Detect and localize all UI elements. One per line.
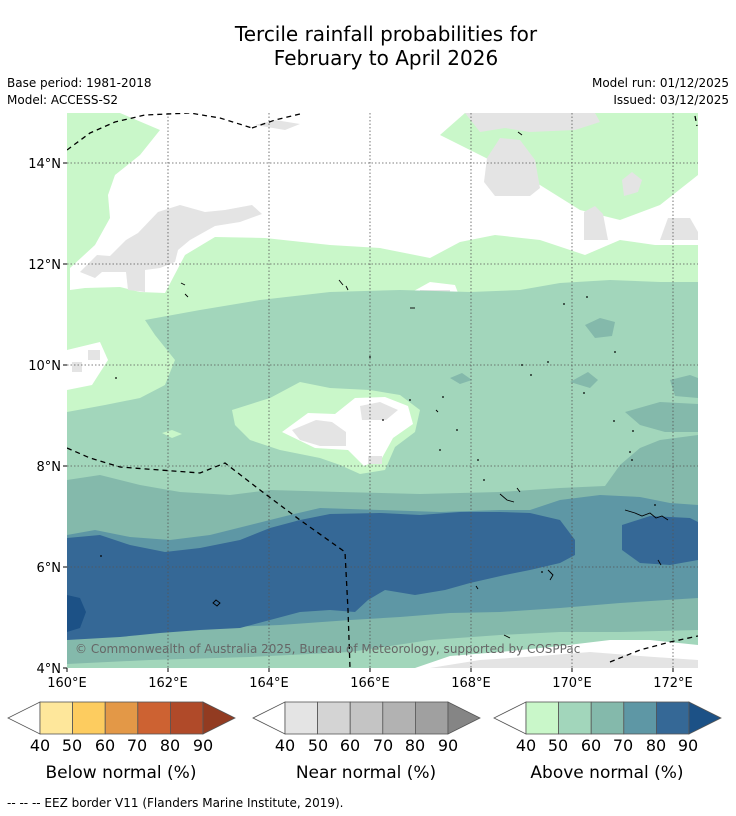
island-dots [100, 296, 656, 573]
cb-tick-label: 90 [438, 736, 458, 755]
cb-tick-label: 90 [678, 736, 698, 755]
cb-tick-label: 80 [646, 736, 666, 755]
above-normal-swatch [590, 701, 625, 735]
title-line-1: Tercile rainfall probabilities for [234, 22, 538, 46]
above-60-70-region [670, 375, 698, 398]
cb-tick-label: 40 [275, 736, 295, 755]
cb-tick-label: 80 [160, 736, 180, 755]
near-normal-swatch [382, 701, 416, 735]
lat-label: 14°N [28, 157, 61, 172]
copyright-text: © Commonwealth of Australia 2025, Bureau… [75, 642, 580, 656]
cb-tick-label: 70 [127, 736, 147, 755]
above-normal-colorbar [493, 701, 722, 735]
cb-tick-label: 50 [308, 736, 328, 755]
meta-left: Base period: 1981-2018 Model: ACCESS-S2 [7, 75, 152, 109]
model-run: Model run: 01/12/2025 [591, 76, 729, 90]
cb-tick-label: 60 [581, 736, 601, 755]
meta-right: Model run: 01/12/2025 Issued: 03/12/2025 [592, 75, 729, 109]
above-60-70-region [450, 373, 472, 384]
above-normal-swatch [558, 701, 592, 735]
cb-tick-label: 60 [340, 736, 360, 755]
cb-tick-label: 40 [30, 736, 50, 755]
cb-tick-label: 70 [373, 736, 393, 755]
below-normal-swatch [137, 701, 171, 735]
lon-label: 160°E [47, 676, 87, 691]
below-normal-label: Below normal (%) [46, 763, 197, 783]
below-normal-swatch [169, 701, 204, 735]
near-normal-colorbar [252, 701, 481, 735]
below-normal-over-triangle [202, 701, 236, 735]
near-normal-label: Near normal (%) [296, 763, 436, 783]
above-normal-swatch [525, 701, 559, 735]
below-normal-colorbar [7, 701, 236, 735]
near-normal-swatch [284, 701, 318, 735]
lat-label: 8°N [37, 460, 62, 475]
lat-label: 4°N [37, 662, 62, 677]
above-normal-label: Above normal (%) [530, 763, 683, 783]
cb-tick-label: 50 [62, 736, 82, 755]
above-tick-labels: 40 50 60 70 80 90 [516, 736, 698, 755]
near-normal-over-triangle [447, 701, 481, 735]
near-tick-labels: 40 50 60 70 80 90 [275, 736, 458, 755]
above-normal-under-triangle [493, 701, 527, 735]
above-normal-swatch [623, 701, 657, 735]
near-normal-swatch [414, 701, 449, 735]
cb-tick-label: 40 [516, 736, 536, 755]
above-60-70-region [570, 372, 598, 388]
map-plot-area [67, 113, 698, 668]
cb-tick-label: 90 [193, 736, 213, 755]
above-60-70-region [585, 318, 615, 338]
islands [180, 131, 669, 639]
lat-label: 6°N [37, 561, 62, 576]
near-normal-under-triangle [252, 701, 286, 735]
below-normal-swatch [104, 701, 139, 735]
no-dominant-region [70, 113, 698, 293]
below-normal-swatch [72, 701, 106, 735]
title-line-2: February to April 2026 [273, 46, 499, 70]
cb-tick-label: 50 [548, 736, 568, 755]
lat-label: 10°N [28, 359, 61, 374]
near-normal-swatch [349, 701, 384, 735]
map-gridlines [67, 113, 698, 668]
axis-ticks [63, 162, 674, 672]
below-tick-labels: 40 50 60 70 80 90 [30, 736, 213, 755]
lon-label: 166°E [350, 676, 390, 691]
lon-labels: 160°E 162°E 164°E 166°E 168°E 170°E 172°… [47, 676, 693, 691]
cb-tick-label: 60 [95, 736, 115, 755]
model-name: Model: ACCESS-S2 [7, 93, 119, 107]
above-80-90-region [67, 512, 575, 640]
near-normal-40-50-region [430, 652, 698, 668]
near-normal-swatch [317, 701, 351, 735]
cb-tick-label: 80 [405, 736, 425, 755]
eez-footnote: -- -- -- EEZ border V11 (Flanders Marine… [7, 796, 344, 810]
lon-label: 170°E [552, 676, 592, 691]
lon-label: 162°E [148, 676, 188, 691]
lat-labels: 14°N 12°N 10°N 8°N 6°N 4°N [28, 157, 61, 677]
lon-label: 172°E [653, 676, 693, 691]
cb-tick-label: 70 [613, 736, 633, 755]
base-period: Base period: 1981-2018 [7, 76, 152, 90]
above-normal-over-triangle [688, 701, 722, 735]
below-normal-swatch [39, 701, 73, 735]
lat-label: 12°N [28, 258, 61, 273]
above-90-region [67, 595, 86, 632]
lon-label: 164°E [249, 676, 289, 691]
near-normal-40-50-region [292, 402, 398, 464]
lon-label: 168°E [451, 676, 491, 691]
map-title: Tercile rainfall probabilities for Febru… [0, 22, 736, 70]
colorbar-titles: Below normal (%) Near normal (%) Above n… [46, 763, 684, 783]
above-60-70-region [625, 402, 698, 432]
below-normal-under-triangle [7, 701, 41, 735]
eez-borders [67, 113, 698, 668]
above-normal-swatch [656, 701, 690, 735]
above-40-50-region [162, 430, 182, 438]
issued-date: Issued: 03/12/2025 [613, 93, 729, 107]
above-80-90-region [622, 516, 698, 565]
